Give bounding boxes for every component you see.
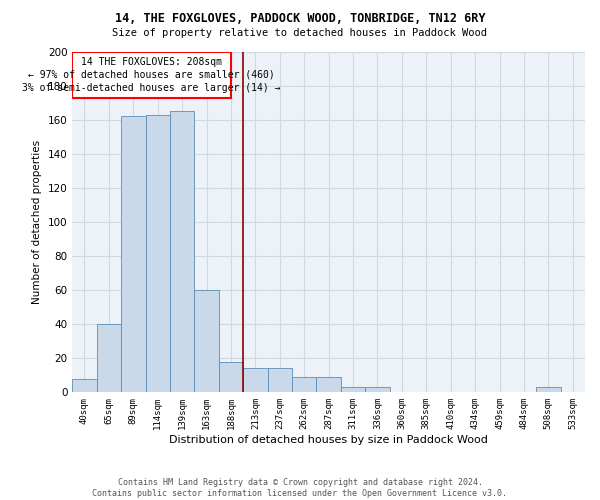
Text: 3% of semi-detached houses are larger (14) →: 3% of semi-detached houses are larger (1… xyxy=(22,82,281,92)
Bar xyxy=(365,387,389,392)
Bar xyxy=(292,377,316,392)
Bar xyxy=(316,377,341,392)
Bar xyxy=(194,290,219,392)
Bar xyxy=(341,387,365,392)
Bar xyxy=(243,368,268,392)
Bar xyxy=(72,378,97,392)
Bar xyxy=(170,111,194,392)
Bar xyxy=(97,324,121,392)
Y-axis label: Number of detached properties: Number of detached properties xyxy=(32,140,42,304)
Text: 14 THE FOXGLOVES: 208sqm: 14 THE FOXGLOVES: 208sqm xyxy=(81,56,222,66)
Bar xyxy=(536,387,560,392)
Bar xyxy=(219,362,243,392)
Text: Contains HM Land Registry data © Crown copyright and database right 2024.
Contai: Contains HM Land Registry data © Crown c… xyxy=(92,478,508,498)
Bar xyxy=(121,116,146,392)
Bar xyxy=(268,368,292,392)
Bar xyxy=(146,114,170,392)
Text: ← 97% of detached houses are smaller (460): ← 97% of detached houses are smaller (46… xyxy=(28,70,275,80)
FancyBboxPatch shape xyxy=(72,52,231,98)
Text: Size of property relative to detached houses in Paddock Wood: Size of property relative to detached ho… xyxy=(113,28,487,38)
Text: 14, THE FOXGLOVES, PADDOCK WOOD, TONBRIDGE, TN12 6RY: 14, THE FOXGLOVES, PADDOCK WOOD, TONBRID… xyxy=(115,12,485,26)
X-axis label: Distribution of detached houses by size in Paddock Wood: Distribution of detached houses by size … xyxy=(169,435,488,445)
